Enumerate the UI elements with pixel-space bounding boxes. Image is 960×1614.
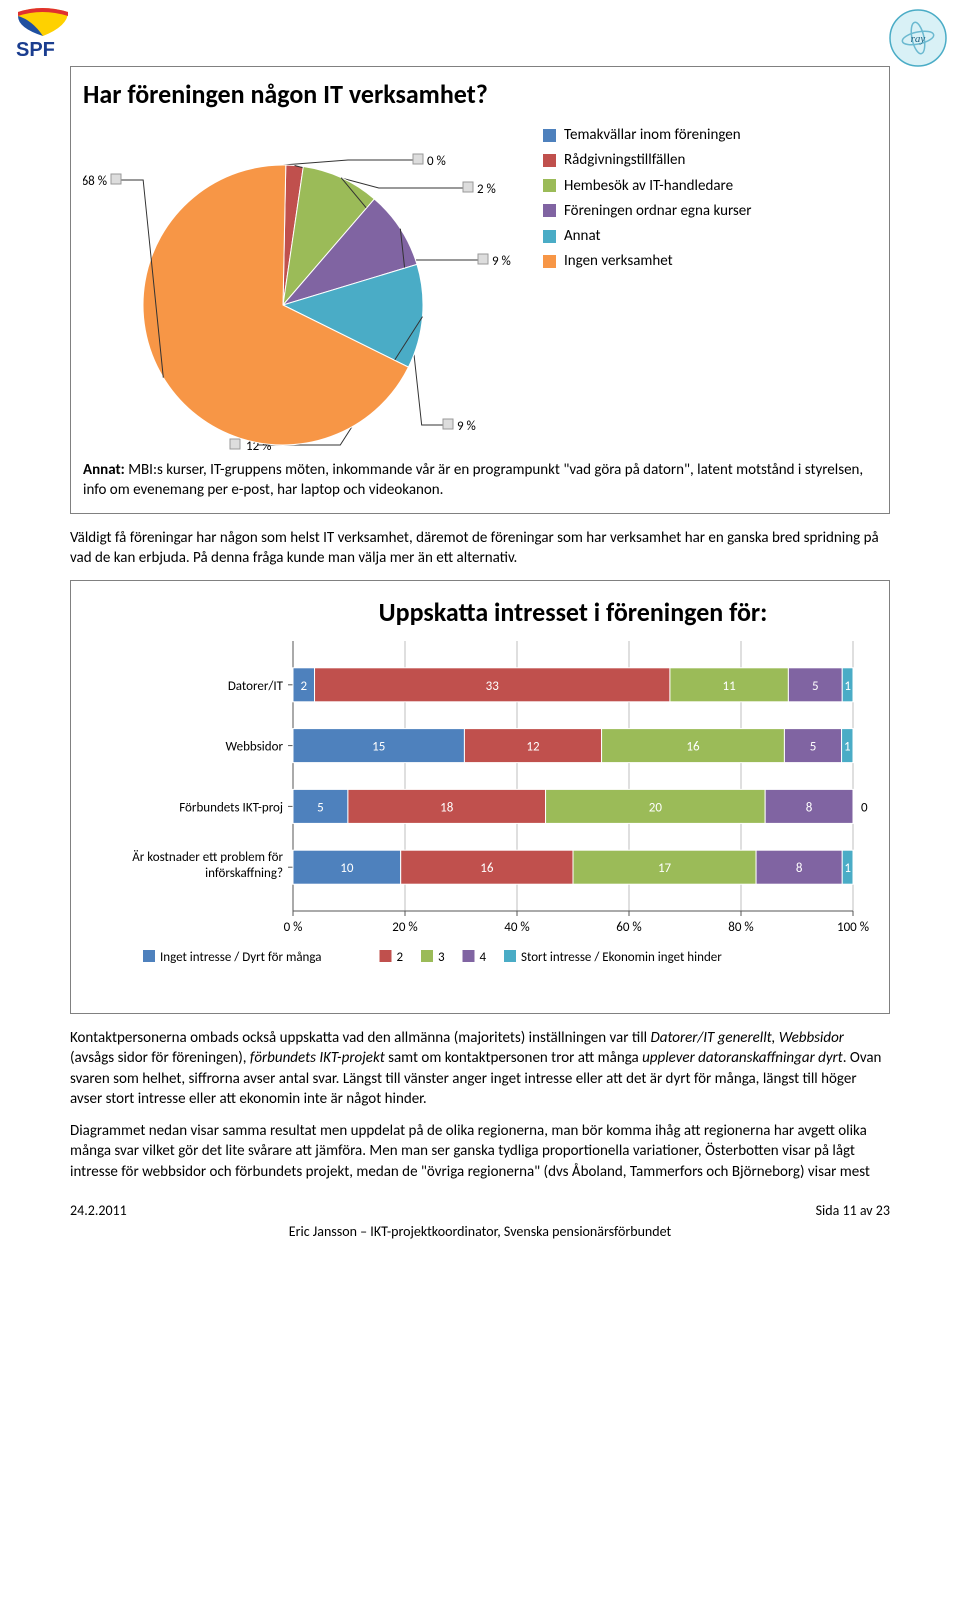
- legend-item: Rådgivningstillfällen: [543, 150, 752, 170]
- legend-item: Ingen verksamhet: [543, 251, 752, 271]
- svg-text:3: 3: [438, 950, 445, 965]
- svg-text:8: 8: [796, 861, 803, 876]
- legend-swatch: [543, 154, 556, 167]
- spf-logo: SPF: [12, 8, 74, 60]
- footer-row: 24.2.2011 Sida 11 av 23: [70, 1202, 890, 1221]
- p2-i3: upplever datoranskaffningar dyrt: [642, 1049, 843, 1067]
- p2-a: Kontaktpersonerna ombads också uppskatta…: [70, 1029, 651, 1047]
- pie-chart: 0 %2 %9 %9 %12 %68 %: [83, 120, 513, 450]
- svg-text:5: 5: [317, 800, 324, 815]
- pie-annat-note: Annat: MBI:s kurser, IT-gruppens möten, …: [83, 460, 877, 501]
- svg-text:40 %: 40 %: [504, 920, 529, 935]
- legend-item: Temakvällar inom föreningen: [543, 125, 752, 145]
- p2-i1: Datorer/IT generellt, Webbsidor: [651, 1029, 844, 1047]
- svg-text:0: 0: [861, 800, 868, 815]
- svg-text:0 %: 0 %: [427, 154, 446, 169]
- legend-label: Temakvällar inom föreningen: [564, 125, 741, 145]
- svg-text:16: 16: [480, 861, 494, 876]
- p2-b: (avsågs sidor för föreningen),: [70, 1049, 250, 1067]
- legend-label: Hembesök av IT-handledare: [564, 176, 733, 196]
- legend-item: Hembesök av IT-handledare: [543, 176, 752, 196]
- legend-swatch: [543, 179, 556, 192]
- svg-text:9 %: 9 %: [492, 254, 511, 269]
- svg-text:80 %: 80 %: [728, 920, 753, 935]
- svg-text:1: 1: [844, 740, 851, 755]
- svg-text:15: 15: [372, 740, 385, 755]
- spf-logo-text: SPF: [16, 39, 55, 60]
- svg-text:10: 10: [340, 861, 354, 876]
- legend-label: Rådgivningstillfällen: [564, 150, 685, 170]
- svg-text:16: 16: [686, 740, 700, 755]
- p2-c: samt om kontaktpersonen tror att många: [385, 1049, 642, 1067]
- svg-text:2: 2: [397, 950, 404, 965]
- svg-text:60 %: 60 %: [616, 920, 641, 935]
- legend-label: Annat: [564, 226, 601, 246]
- svg-text:Uppskatta intresset i förening: Uppskatta intresset i föreningen för:: [379, 596, 768, 628]
- svg-text:4: 4: [480, 950, 487, 965]
- svg-text:20 %: 20 %: [392, 920, 417, 935]
- svg-text:9 %: 9 %: [457, 419, 476, 434]
- legend-label: Ingen verksamhet: [564, 251, 673, 271]
- paragraph-3: Diagrammet nedan visar samma resultat me…: [70, 1121, 890, 1182]
- legend-swatch: [543, 230, 556, 243]
- svg-text:68 %: 68 %: [83, 174, 107, 189]
- legend-item: Annat: [543, 226, 752, 246]
- svg-text:17: 17: [658, 861, 672, 876]
- legend-swatch: [543, 129, 556, 142]
- footer-center: Eric Jansson – IKT-projektkoordinator, S…: [70, 1223, 890, 1242]
- svg-text:1: 1: [844, 861, 851, 876]
- svg-text:33: 33: [486, 679, 500, 694]
- pie-chart-box: Har föreningen någon IT verksamhet? 0 % 2…: [70, 66, 890, 514]
- svg-text:2 %: 2 %: [477, 182, 496, 197]
- svg-text:11: 11: [723, 679, 736, 694]
- annat-text: MBI:s kurser, IT-gruppens möten, inkomma…: [83, 461, 863, 499]
- svg-text:20: 20: [649, 800, 663, 815]
- svg-text:100 %: 100 %: [837, 920, 869, 935]
- stacked-chart-box: Uppskatta intresset i föreningen för: 0 %…: [70, 580, 890, 1014]
- svg-text:18: 18: [440, 800, 454, 815]
- svg-text:Stort intresse / Ekonomin inge: Stort intresse / Ekonomin inget hinder: [521, 950, 722, 965]
- svg-text:införskaffning?: införskaffning?: [205, 866, 283, 881]
- svg-text:Datorer/IT: Datorer/IT: [228, 679, 284, 694]
- svg-text:0 %: 0 %: [284, 920, 303, 935]
- legend-label: Föreningen ordnar egna kurser: [564, 201, 752, 221]
- footer-date: 24.2.2011: [70, 1202, 127, 1221]
- pie-legend: Temakvällar inom föreningen Rådgivningsti…: [543, 120, 752, 277]
- annat-prefix: Annat:: [83, 461, 128, 479]
- legend-swatch: [543, 204, 556, 217]
- svg-text:12: 12: [526, 740, 540, 755]
- svg-text:Webbsidor: Webbsidor: [226, 740, 284, 755]
- header-logos: SPF ray: [12, 8, 948, 63]
- svg-text:5: 5: [812, 679, 819, 694]
- paragraph-1: Väldigt få föreningar har någon som hels…: [70, 528, 890, 569]
- stacked-bar-chart: Uppskatta intresset i föreningen för: 0 %…: [83, 591, 873, 1001]
- legend-swatch: [543, 255, 556, 268]
- p2-i2: förbundets IKT-projekt: [250, 1049, 385, 1067]
- svg-text:Inget intresse / Dyrt för mång: Inget intresse / Dyrt för många: [160, 950, 322, 965]
- footer-page: Sida 11 av 23: [816, 1202, 890, 1221]
- svg-text:8: 8: [806, 800, 813, 815]
- svg-text:2: 2: [300, 679, 307, 694]
- svg-text:5: 5: [810, 740, 817, 755]
- ray-logo-text: ray: [911, 33, 926, 45]
- ray-logo: ray: [888, 8, 948, 68]
- svg-text:1: 1: [844, 679, 851, 694]
- svg-text:Är kostnader ett problem för: Är kostnader ett problem för: [132, 850, 283, 865]
- legend-item: Föreningen ordnar egna kurser: [543, 201, 752, 221]
- svg-text:Förbundets IKT-proj: Förbundets IKT-proj: [179, 800, 283, 815]
- paragraph-2: Kontaktpersonerna ombads också uppskatta…: [70, 1028, 890, 1109]
- pie-chart-title: Har föreningen någon IT verksamhet?: [83, 77, 877, 112]
